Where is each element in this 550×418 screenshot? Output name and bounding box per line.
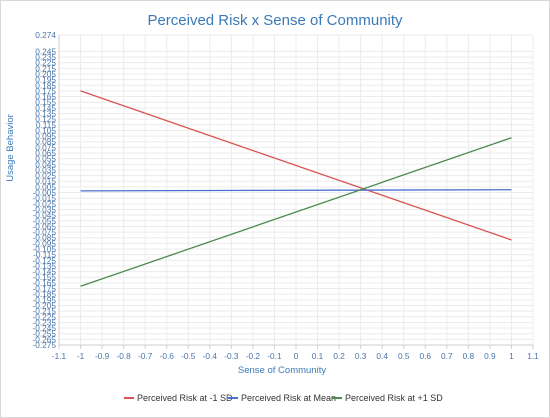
y-tick-label: -0.045 <box>32 210 56 220</box>
y-tick-label: -0.065 <box>32 221 56 231</box>
x-tick-label: 0.7 <box>441 351 453 361</box>
x-tick-label: 0 <box>294 351 299 361</box>
y-tick-label: -0.005 <box>32 188 56 198</box>
y-tick-label: -0.095 <box>32 238 56 248</box>
y-tick-label: -0.235 <box>32 317 56 327</box>
y-tick-label: 0.175 <box>35 86 56 96</box>
x-tick-label: 0.3 <box>355 351 367 361</box>
series-line <box>80 137 512 287</box>
x-tick-label: 1 <box>509 351 514 361</box>
y-tick-label: -0.075 <box>32 227 56 237</box>
x-tick-label: -0.9 <box>95 351 110 361</box>
x-tick-label: 0.4 <box>376 351 388 361</box>
y-tick-label: 0.145 <box>35 103 56 113</box>
y-tick-label: -0.125 <box>32 255 56 265</box>
y-tick-label: 0.055 <box>35 154 56 164</box>
y-tick-label: 0.245 <box>35 46 56 56</box>
y-tick-label: 0.235 <box>35 52 56 62</box>
y-tick-label: -0.185 <box>32 289 56 299</box>
x-tick-label: -0.5 <box>181 351 196 361</box>
y-tick-label: -0.175 <box>32 284 56 294</box>
series-layer <box>80 90 512 287</box>
y-tick-label: -0.035 <box>32 204 56 214</box>
y-tick-label: 0.225 <box>35 58 56 68</box>
y-tick-label: 0.274 <box>35 30 56 40</box>
y-tick-label: -0.225 <box>32 312 56 322</box>
y-tick-label: 0.125 <box>35 114 56 124</box>
y-axis-title: Usage Behavior <box>5 114 16 182</box>
x-tick-label: 0.8 <box>463 351 475 361</box>
x-tick-label: 1.1 <box>527 351 539 361</box>
x-tick-label: -0.3 <box>224 351 239 361</box>
y-tick-label: 0.005 <box>35 182 56 192</box>
legend: Perceived Risk at -1 SD Perceived Risk at… <box>124 393 443 403</box>
y-tick-label: 0.155 <box>35 97 56 107</box>
legend-label: Perceived Risk at -1 SD <box>137 393 233 403</box>
x-tick-label: -1 <box>77 351 85 361</box>
y-tick-label: -0.215 <box>32 306 56 316</box>
y-tick-label: -0.165 <box>32 278 56 288</box>
x-tick-label: -0.4 <box>203 351 218 361</box>
x-tick-label: 0.5 <box>398 351 410 361</box>
y-tick-label: -0.105 <box>32 244 56 254</box>
y-tick-label: -0.115 <box>33 250 56 260</box>
y-tick-label: 0.205 <box>35 69 56 79</box>
y-tick-label: 0.075 <box>35 142 56 152</box>
y-tick-label: -0.085 <box>32 233 56 243</box>
series-line <box>80 189 512 192</box>
y-tick-label: 0.065 <box>35 148 56 158</box>
x-tick-label: -0.2 <box>246 351 261 361</box>
y-tick-label: 0.015 <box>35 176 56 186</box>
y-tick-label: 0.135 <box>35 108 56 118</box>
y-tick-label: -0.195 <box>32 295 56 305</box>
y-tick-label: -0.135 <box>32 261 56 271</box>
x-axis-title: Sense of Community <box>238 365 326 376</box>
x-tick-label: -0.6 <box>160 351 175 361</box>
y-tick-label: -0.255 <box>32 329 56 339</box>
y-tick-label: -0.265 <box>32 334 56 344</box>
y-tick-label: 0.035 <box>35 165 56 175</box>
y-tick-label: 0.085 <box>35 137 56 147</box>
x-tick-label: 0.2 <box>333 351 345 361</box>
y-tick-label: 0.105 <box>35 125 56 135</box>
y-tick-label: 0.095 <box>35 131 56 141</box>
x-tick-label: -1.1 <box>52 351 67 361</box>
x-tick-label: -0.8 <box>116 351 131 361</box>
y-tick-label: 0.195 <box>35 75 56 85</box>
x-tick-label: 0.9 <box>484 351 496 361</box>
y-tick-label: -0.015 <box>32 193 56 203</box>
y-tick-label: -0.055 <box>32 216 56 226</box>
axis-layer: -1.1 -1 -0.9 -0.8 -0.7 -0.6 -0.5 -0.4 -0.3 -0.2 -0… <box>32 30 539 361</box>
x-tick-label: -0.7 <box>138 351 153 361</box>
y-tick-label: -0.275 <box>32 340 56 350</box>
y-tick-label: -0.245 <box>32 323 56 333</box>
y-tick-label: -0.025 <box>32 199 56 209</box>
y-tick-label: 0.045 <box>35 159 56 169</box>
legend-label: Perceived Risk at Mean <box>241 393 336 403</box>
x-tick-label: 0.1 <box>312 351 324 361</box>
x-tick-label: 0.6 <box>419 351 431 361</box>
y-tick-label: 0.215 <box>35 63 56 73</box>
y-tick-label: 0.025 <box>35 171 56 181</box>
legend-label: Perceived Risk at +1 SD <box>345 393 443 403</box>
chart-title: Perceived Risk x Sense of Community <box>147 12 403 29</box>
y-tick-label: -0.155 <box>32 272 56 282</box>
y-tick-label: -0.145 <box>32 267 56 277</box>
y-tick-label: -0.205 <box>32 300 56 310</box>
x-tick-label: -0.1 <box>267 351 282 361</box>
y-tick-label: 0.185 <box>35 80 56 90</box>
y-tick-label: 0.165 <box>35 92 56 102</box>
series-line <box>80 90 512 241</box>
y-tick-label: 0.115 <box>36 120 57 130</box>
